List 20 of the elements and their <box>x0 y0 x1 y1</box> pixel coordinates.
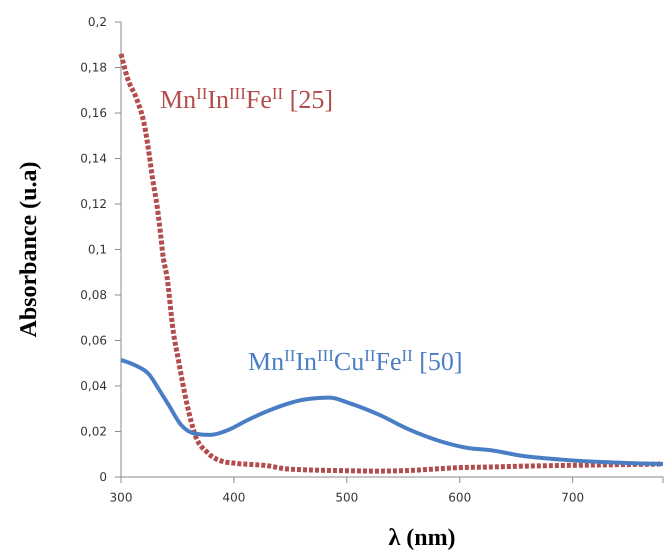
x-axis-title: λ (nm) <box>388 525 456 551</box>
y-tick-label: 0,08 <box>80 288 107 302</box>
y-tick-label: 0,14 <box>80 151 107 166</box>
y-tick-label: 0,06 <box>80 333 107 348</box>
series-label: Mn$^{II}$In$^{III}$Fe$^{II}$ [25] <box>160 84 333 114</box>
y-axis-title: Absorbance (u.a) <box>16 161 42 338</box>
y-tick-label: 0,1 <box>88 242 107 256</box>
y-tick-label: 0,04 <box>80 378 107 393</box>
x-tick-label: 500 <box>335 490 358 505</box>
y-tick-label: 0,18 <box>80 60 107 74</box>
y-tick-label: 0,16 <box>80 106 107 120</box>
text: Mn$^{II}$In$^{III}$Cu$^{II}$Fe$^{II}$ [50] <box>248 346 463 376</box>
x-tick-label: 400 <box>222 490 246 505</box>
y-tick-label: 0,2 <box>88 14 107 29</box>
x-tick-label: 300 <box>110 490 132 505</box>
x-tick-label: 600 <box>448 490 472 505</box>
x-tick-label: 700 <box>561 490 584 505</box>
y-tick-label: 0,02 <box>80 424 107 438</box>
y-tick-label: 0,12 <box>80 196 107 211</box>
y-tick-label: 0 <box>99 470 107 484</box>
